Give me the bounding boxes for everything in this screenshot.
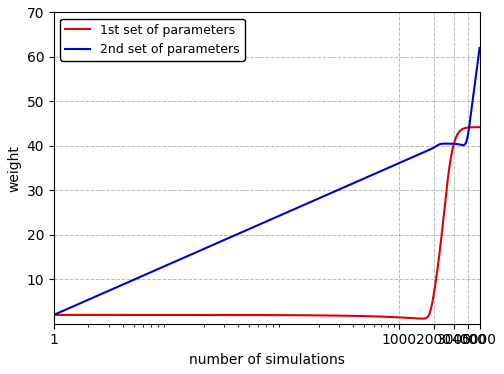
2nd set of parameters bbox=[395, 161, 401, 166]
1st set of parameters bbox=[395, 315, 401, 319]
2nd set of parameters bbox=[318, 196, 324, 200]
Line: 1st set of parameters: 1st set of parameters bbox=[54, 127, 479, 319]
1st set of parameters bbox=[209, 313, 215, 317]
Y-axis label: weight: weight bbox=[7, 145, 21, 191]
2nd set of parameters bbox=[336, 187, 342, 192]
2nd set of parameters bbox=[476, 46, 482, 50]
1st set of parameters bbox=[318, 313, 324, 318]
1st set of parameters bbox=[441, 212, 447, 217]
1st set of parameters bbox=[474, 125, 480, 129]
1st set of parameters bbox=[51, 313, 57, 317]
2nd set of parameters bbox=[474, 67, 480, 71]
X-axis label: number of simulations: number of simulations bbox=[189, 353, 345, 367]
2nd set of parameters bbox=[441, 141, 447, 146]
Legend: 1st set of parameters, 2nd set of parameters: 1st set of parameters, 2nd set of parame… bbox=[60, 19, 245, 61]
2nd set of parameters bbox=[209, 243, 215, 248]
1st set of parameters bbox=[476, 125, 482, 129]
1st set of parameters bbox=[336, 313, 342, 318]
2nd set of parameters bbox=[51, 313, 57, 317]
Line: 2nd set of parameters: 2nd set of parameters bbox=[54, 48, 479, 315]
1st set of parameters bbox=[419, 316, 425, 321]
